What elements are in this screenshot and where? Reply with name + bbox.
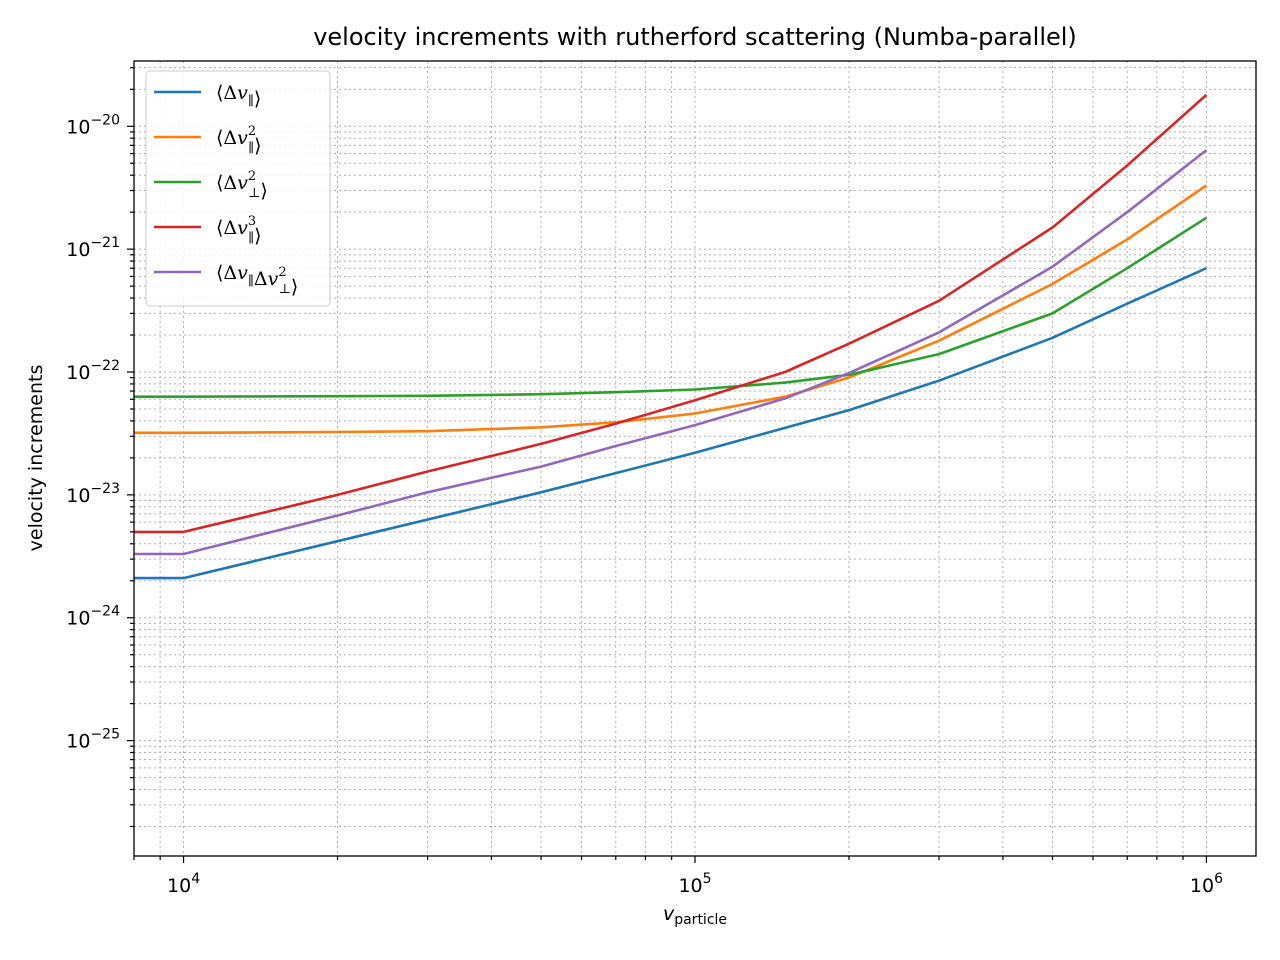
legend-label-2: ⟨Δv2 ∥⟩ (216, 124, 262, 157)
legend-box (145, 70, 331, 307)
ticks: 104 105 106 10−25 10−24 10−23 10−22 10−21 10−20 (66, 67, 1223, 897)
x-tick-label: 104 (167, 871, 200, 897)
series-line-4 (134, 93, 1208, 534)
series-layer (134, 93, 1208, 580)
y-tick-label: 10−21 (66, 235, 120, 261)
x-tick-label: 106 (1190, 871, 1223, 897)
legend-label-1: ⟨Δv∥⟩ (216, 82, 261, 110)
y-tick-label: 10−24 (66, 604, 120, 630)
series-line-2 (134, 184, 1208, 435)
y-axis-label: velocity increments (25, 365, 47, 552)
x-tick-label: 105 (678, 871, 711, 897)
legend: ⟨Δv∥⟩ ⟨Δv2 ∥⟩ ⟨Δv2 ⊥⟩ ⟨Δv3 ∥⟩ ⟨Δv∥Δv2 ⊥⟩ (145, 70, 331, 307)
series-line-1 (134, 267, 1207, 580)
y-tick-label: 10−20 (66, 112, 120, 138)
y-tick-label: 10−25 (66, 727, 120, 753)
y-tick-label: 10−23 (66, 481, 120, 507)
y-tick-label: 10−22 (66, 358, 120, 384)
legend-label-4: ⟨Δv3 ∥⟩ (216, 214, 262, 247)
legend-label-3: ⟨Δv2 ⊥⟩ (216, 169, 268, 202)
chart-title: velocity increments with rutherford scat… (313, 23, 1077, 51)
x-axis-label-main: v (663, 903, 675, 925)
x-axis-label-subscript: particle (674, 912, 727, 928)
series-line-3 (134, 216, 1208, 398)
legend-label-5: ⟨Δv∥Δv2 ⊥⟩ (216, 262, 298, 298)
series-line-5 (134, 149, 1208, 556)
x-axis-label: vparticle (663, 903, 727, 928)
